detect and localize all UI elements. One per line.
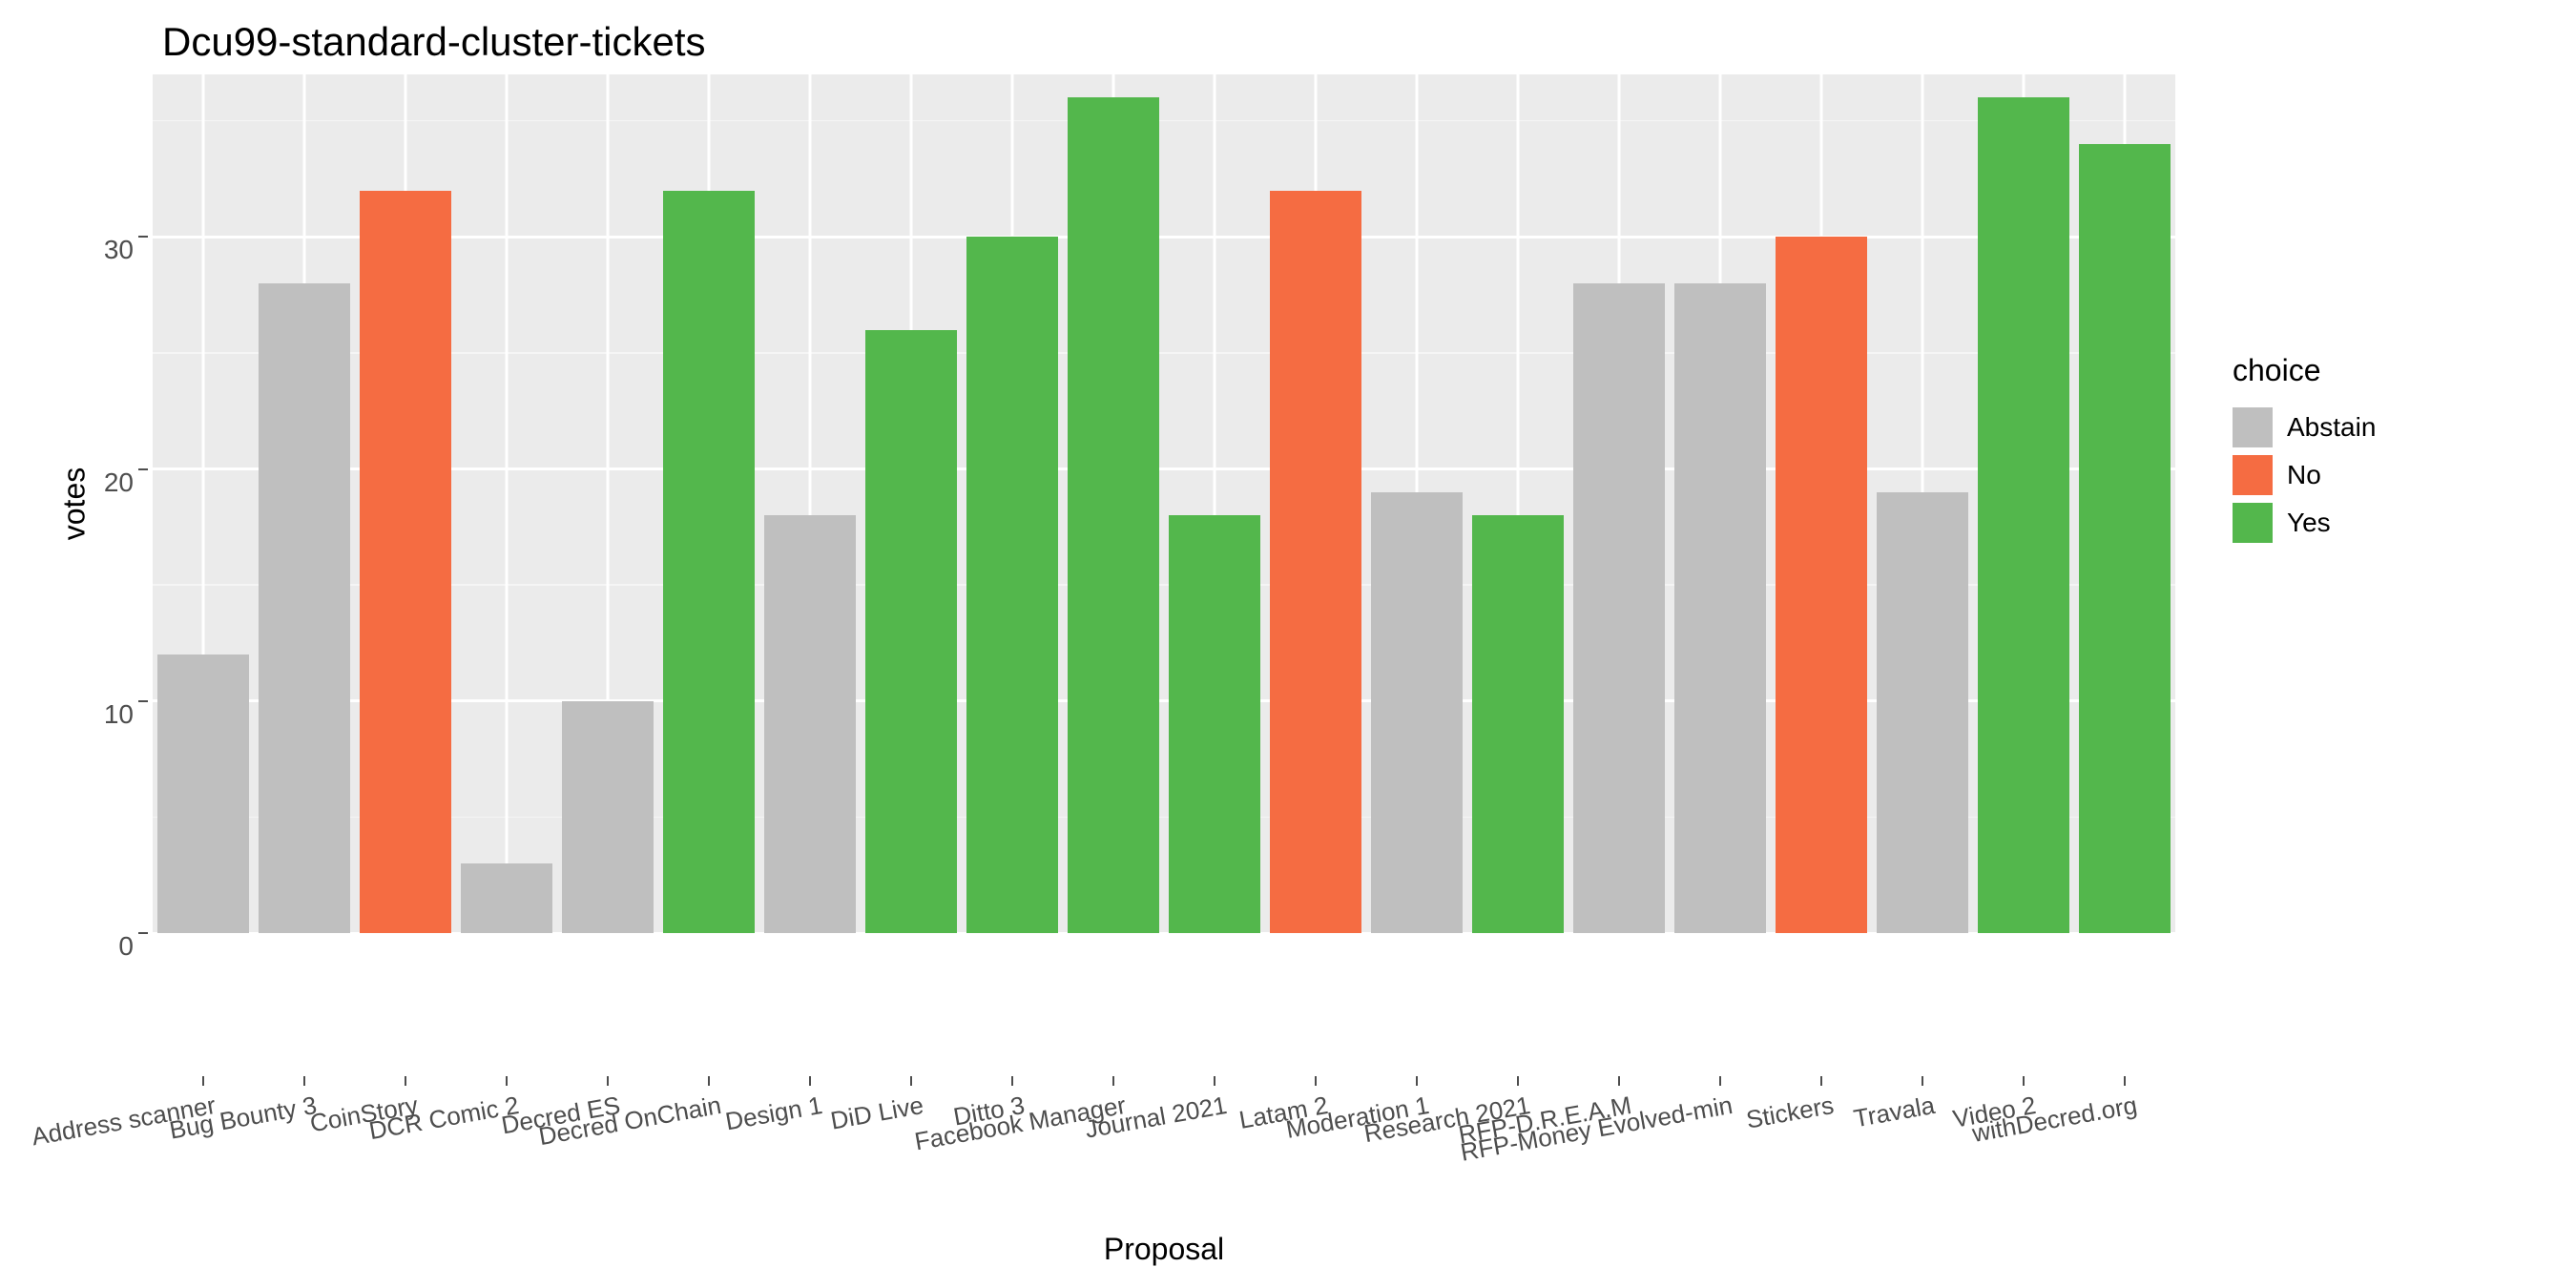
y-tick-mark <box>138 932 148 934</box>
bar <box>157 654 248 933</box>
x-tick-mark <box>1719 1076 1721 1086</box>
x-tick-mark <box>2023 1076 2025 1086</box>
y-tick-mark <box>138 700 148 702</box>
legend-label: Yes <box>2287 508 2331 538</box>
bar <box>259 283 349 933</box>
x-tick-mark <box>1112 1076 1114 1086</box>
y-axis-label: votes <box>57 467 93 540</box>
x-tick-mark <box>910 1076 912 1086</box>
legend-label: No <box>2287 460 2321 490</box>
x-tick-label: DiD Live <box>828 1091 925 1136</box>
legend-swatch <box>2233 407 2273 447</box>
x-tick-mark <box>1517 1076 1519 1086</box>
bar <box>562 701 653 933</box>
x-tick-mark <box>303 1076 305 1086</box>
gridline-h-minor <box>153 120 2175 122</box>
legend-item: Abstain <box>2233 407 2500 447</box>
gridline-h-minor <box>153 352 2175 354</box>
y-tick-mark <box>138 468 148 470</box>
bar <box>360 191 450 933</box>
y-axis: votes 0102030 <box>38 74 153 933</box>
x-axis: Proposal Address scannerBug Bounty 3Coin… <box>153 1076 2175 1267</box>
bar <box>1270 191 1361 933</box>
gridline-h <box>153 236 2175 239</box>
bar <box>663 191 754 933</box>
chart-title: Dcu99-standard-cluster-tickets <box>162 19 2538 65</box>
x-tick-mark <box>1618 1076 1620 1086</box>
x-tick-mark <box>708 1076 710 1086</box>
bar <box>2079 144 2170 933</box>
x-tick-mark <box>506 1076 508 1086</box>
gridline-h-minor <box>153 584 2175 586</box>
bar <box>966 237 1057 933</box>
legend: choice Abstain No Yes <box>2233 353 2500 551</box>
plot-wrap: votes 0 10 20 30 <box>38 74 2538 1076</box>
x-tick-mark <box>1416 1076 1418 1086</box>
bar <box>764 515 855 933</box>
y-tick-label: 10 <box>104 699 134 730</box>
legend-item: No <box>2233 455 2500 495</box>
bar <box>1068 97 1158 933</box>
x-tick-mark <box>809 1076 811 1086</box>
chart-container: Dcu99-standard-cluster-tickets votes 0 10… <box>38 19 2538 1269</box>
gridline-h <box>153 932 2175 935</box>
bar <box>1776 237 1866 933</box>
bar <box>461 863 551 933</box>
x-tick-mark <box>607 1076 609 1086</box>
bar <box>1371 492 1462 933</box>
y-tick-mark <box>138 236 148 238</box>
x-tick-mark <box>1214 1076 1215 1086</box>
legend-swatch <box>2233 503 2273 543</box>
gridline-h <box>153 467 2175 470</box>
bar <box>1877 492 1967 933</box>
x-tick-mark <box>1011 1076 1013 1086</box>
gridline-h-minor <box>153 817 2175 819</box>
gridline-v <box>506 74 509 933</box>
x-tick-mark <box>202 1076 204 1086</box>
bar <box>1674 283 1765 933</box>
x-tick-mark <box>2124 1076 2126 1086</box>
x-axis-label: Proposal <box>1104 1232 1224 1267</box>
legend-item: Yes <box>2233 503 2500 543</box>
gridline-h <box>153 699 2175 702</box>
bar <box>1472 515 1563 933</box>
bar <box>1978 97 2068 933</box>
legend-title: choice <box>2233 353 2500 388</box>
x-tick-mark <box>1315 1076 1317 1086</box>
plot-area <box>153 74 2175 933</box>
y-tick-label: 20 <box>104 467 134 498</box>
legend-label: Abstain <box>2287 412 2376 443</box>
bar <box>1169 515 1259 933</box>
legend-swatch <box>2233 455 2273 495</box>
bar <box>1573 283 1664 933</box>
x-tick-label: Stickers <box>1744 1091 1836 1135</box>
x-tick-mark <box>1820 1076 1822 1086</box>
bar <box>865 330 956 933</box>
x-tick-label: Design 1 <box>723 1091 824 1136</box>
y-tick-label: 0 <box>118 931 134 962</box>
x-tick-mark <box>1922 1076 1923 1086</box>
y-tick-label: 30 <box>104 235 134 265</box>
x-tick-label: Travala <box>1852 1091 1938 1133</box>
x-tick-mark <box>405 1076 406 1086</box>
